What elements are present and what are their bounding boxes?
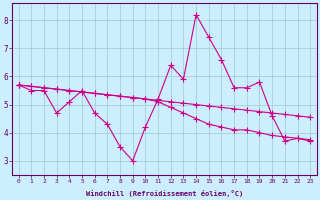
X-axis label: Windchill (Refroidissement éolien,°C): Windchill (Refroidissement éolien,°C)	[86, 190, 243, 197]
